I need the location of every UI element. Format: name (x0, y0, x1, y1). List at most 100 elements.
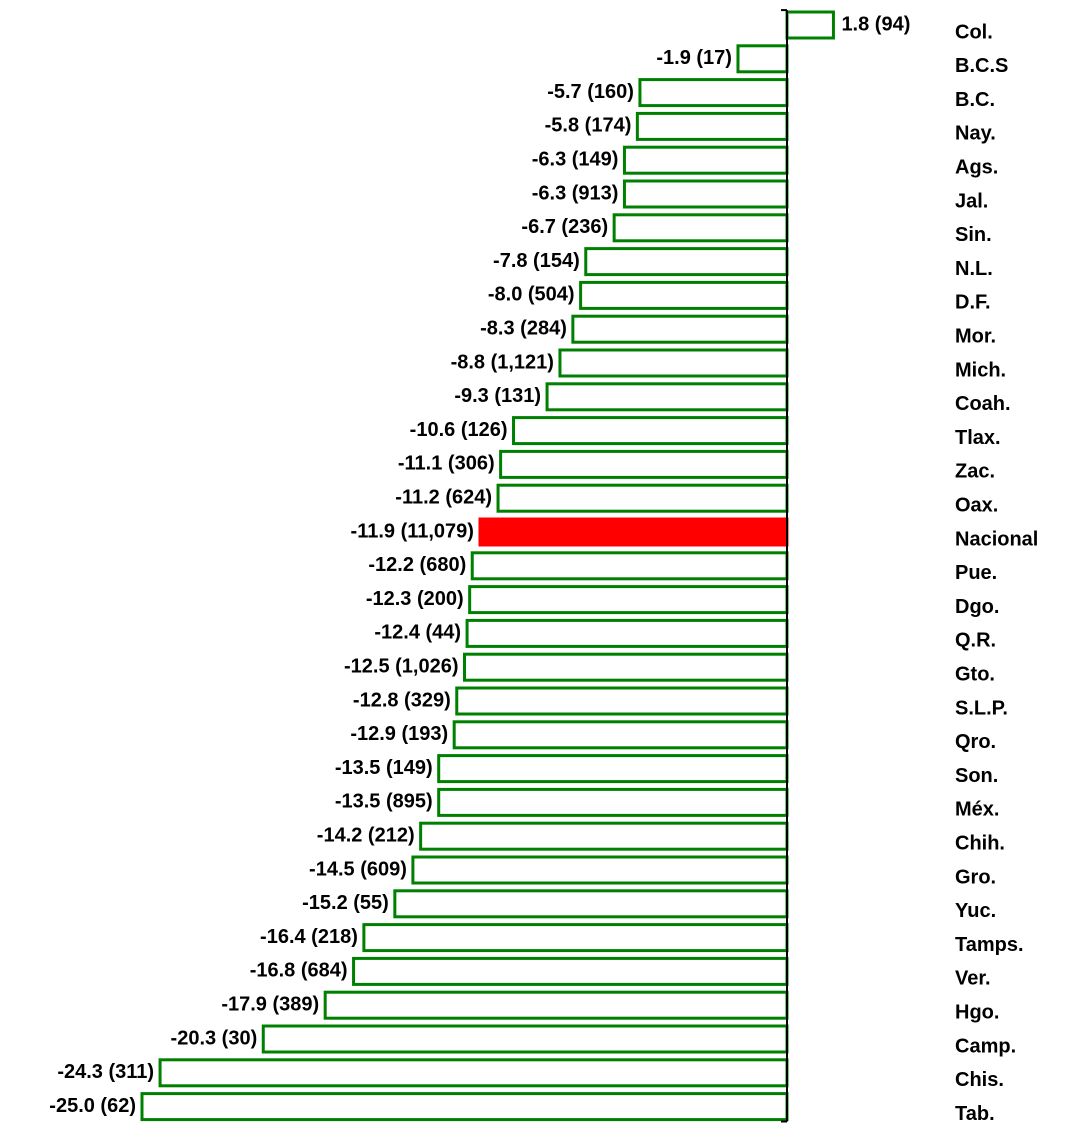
value-label: -12.4 (44) (374, 622, 461, 644)
category-label: Tamps. (955, 934, 1024, 956)
bar (411, 855, 789, 885)
value-label: 1.8 (94) (841, 13, 910, 35)
value-label: -13.5 (895) (335, 791, 433, 813)
value-label: -16.4 (218) (260, 926, 358, 948)
value-label: -8.3 (284) (480, 317, 567, 339)
category-label: Yuc. (955, 900, 996, 922)
value-label: -8.0 (504) (488, 284, 575, 306)
category-label: Mich. (955, 359, 1006, 381)
category-label: Camp. (955, 1035, 1016, 1057)
value-label: -9.3 (131) (454, 385, 541, 407)
value-label: -14.5 (609) (309, 858, 407, 880)
category-label: Gro. (955, 866, 996, 888)
value-label: -8.8 (1,121) (451, 351, 554, 373)
value-label: -12.2 (680) (368, 554, 466, 576)
category-label: Sin. (955, 224, 992, 246)
bar (468, 585, 789, 615)
value-label: -16.8 (684) (250, 960, 348, 982)
bar (584, 247, 789, 277)
bar (452, 720, 789, 750)
value-label: -12.8 (329) (353, 689, 451, 711)
value-label: -20.3 (30) (171, 1027, 258, 1049)
bar (558, 348, 789, 378)
value-label: -1.9 (17) (656, 47, 732, 69)
value-label: -5.8 (174) (545, 115, 632, 137)
bar (638, 78, 789, 108)
bar (140, 1092, 789, 1122)
category-label: Qro. (955, 731, 996, 753)
category-label: Q.R. (955, 630, 996, 652)
bar (323, 990, 789, 1020)
bar (512, 416, 789, 446)
category-label: Nay. (955, 123, 996, 145)
category-label: S.L.P. (955, 697, 1008, 719)
category-label: Son. (955, 765, 998, 787)
bar (437, 787, 789, 817)
bar (499, 449, 789, 479)
bar (478, 517, 789, 547)
value-label: -10.6 (126) (410, 419, 508, 441)
category-label: Oax. (955, 494, 998, 516)
bar (579, 280, 789, 310)
bar (261, 1024, 789, 1054)
value-label: -12.9 (193) (350, 723, 448, 745)
category-label: Gto. (955, 663, 995, 685)
category-label: Méx. (955, 799, 999, 821)
bar (419, 821, 789, 851)
value-label: -15.2 (55) (302, 892, 389, 914)
bar (736, 44, 789, 74)
bar (635, 111, 789, 141)
bar (612, 213, 789, 243)
category-label: Jal. (955, 190, 988, 212)
category-label: D.F. (955, 292, 991, 314)
category-label: Chis. (955, 1069, 1004, 1091)
category-label: B.C. (955, 89, 995, 111)
category-label: Tlax. (955, 427, 1001, 449)
bar (622, 179, 789, 209)
category-label: Ver. (955, 968, 991, 990)
bar (470, 551, 789, 581)
value-label: -12.3 (200) (366, 588, 464, 610)
bar (545, 382, 789, 412)
category-label: Col. (955, 21, 993, 43)
bar (455, 686, 789, 716)
category-label: Nacional (955, 528, 1038, 550)
value-label: -13.5 (149) (335, 757, 433, 779)
value-label: -5.7 (160) (547, 81, 634, 103)
category-label: N.L. (955, 258, 993, 280)
bar (496, 483, 789, 513)
value-label: -25.0 (62) (49, 1095, 136, 1117)
bar (393, 889, 789, 919)
category-label: Chih. (955, 832, 1005, 854)
bar (437, 754, 789, 784)
value-label: -14.2 (212) (317, 824, 415, 846)
category-label: Dgo. (955, 596, 999, 618)
value-label: -24.3 (311) (57, 1061, 154, 1083)
value-label: -11.9 (11,079) (351, 520, 474, 542)
category-label: Coah. (955, 393, 1011, 415)
category-label: Ags. (955, 156, 998, 178)
category-label: Zac. (955, 461, 995, 483)
bar (352, 956, 789, 986)
value-label: -11.1 (306) (398, 453, 495, 475)
bar (362, 923, 789, 953)
bar (158, 1058, 789, 1088)
value-label: -11.2 (624) (395, 486, 492, 508)
value-label: -17.9 (389) (221, 993, 319, 1015)
bar (622, 145, 789, 175)
category-label: Pue. (955, 562, 997, 584)
value-label: -12.5 (1,026) (344, 655, 459, 677)
category-label: Mor. (955, 325, 996, 347)
bar (465, 618, 789, 648)
category-label: Tab. (955, 1103, 995, 1125)
category-label: Hgo. (955, 1001, 999, 1023)
bar (785, 10, 835, 40)
value-label: -6.3 (913) (532, 182, 619, 204)
value-label: -6.3 (149) (532, 148, 619, 170)
bar (463, 652, 789, 682)
value-label: -6.7 (236) (521, 216, 608, 238)
value-label: -7.8 (154) (493, 250, 580, 272)
bar (571, 314, 789, 344)
category-label: B.C.S (955, 55, 1008, 77)
